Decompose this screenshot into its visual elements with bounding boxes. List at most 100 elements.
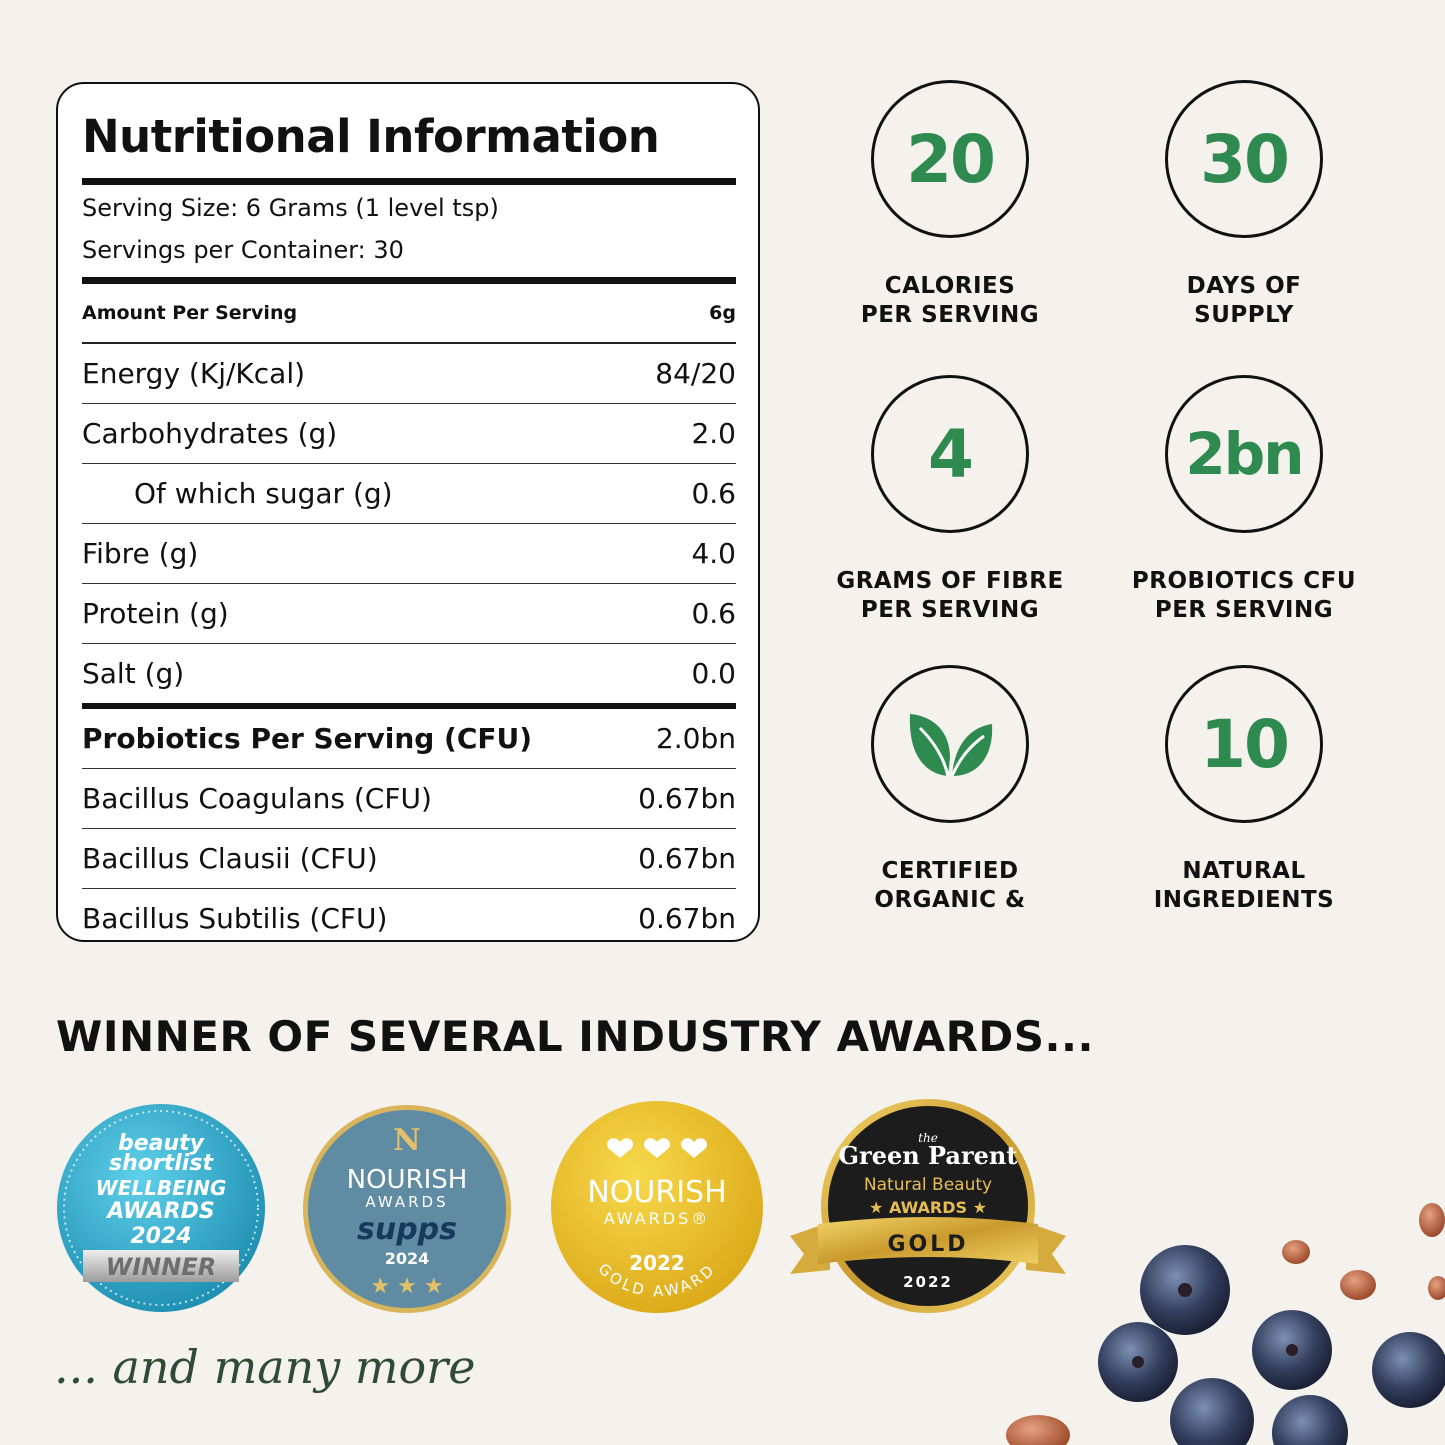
- stat-circle: 20: [871, 80, 1029, 238]
- badge-text: AWARDS: [365, 1193, 448, 1211]
- stat-label: NATURAL INGREDIENTS: [1104, 857, 1384, 915]
- nutrient-label: Of which sugar (g): [134, 477, 393, 510]
- stat-label-line: CERTIFIED: [881, 858, 1019, 884]
- probiotic-label: Bacillus Subtilis (CFU): [82, 902, 388, 935]
- stat-label-line: PER SERVING: [1154, 597, 1334, 623]
- stat-circle: 2bn: [1165, 375, 1323, 533]
- stat-label-line: CALORIES: [884, 273, 1016, 299]
- badge-text: supps: [357, 1212, 457, 1247]
- stat-label-line: NATURAL: [1182, 858, 1306, 884]
- stat-label: PROBIOTICS CFU PER SERVING: [1104, 567, 1384, 625]
- nutrition-row: Carbohydrates (g) 2.0: [82, 404, 736, 464]
- stat-label-line: SUPPLY: [1194, 302, 1294, 328]
- stat-probiotics: 2bn PROBIOTICS CFU PER SERVING: [1104, 375, 1384, 625]
- beauty-shortlist-badge: beauty shortlist WELLBEING AWARDS 2024 W…: [57, 1104, 265, 1312]
- stat-label-line: DAYS OF: [1186, 273, 1302, 299]
- nutrient-value: 0.6: [691, 597, 736, 630]
- badge-text: Green Parent: [839, 1141, 1018, 1170]
- stat-circle: 10: [1165, 665, 1323, 823]
- stat-number: 20: [906, 120, 996, 198]
- probiotics-row: Bacillus Clausii (CFU) 0.67bn: [82, 829, 736, 889]
- nourish-supps-badge: N NOURISH AWARDS supps 2024 ★ ★ ★: [303, 1105, 511, 1313]
- nutrient-label: Fibre (g): [82, 537, 199, 570]
- stat-label-line: PER SERVING: [860, 597, 1040, 623]
- green-parent-badge: the Green Parent Natural Beauty ★ AWARDS…: [790, 1099, 1066, 1313]
- badge-text: 2022: [903, 1273, 953, 1291]
- badge-text: beauty: [118, 1131, 206, 1156]
- stat-number: 10: [1200, 705, 1290, 783]
- stat-days: 30 DAYS OF SUPPLY: [1104, 80, 1384, 330]
- probiotics-row: Probiotics Per Serving (CFU) 2.0bn: [82, 709, 736, 769]
- stat-fibre: 4 GRAMS OF FIBRE PER SERVING: [810, 375, 1090, 625]
- stat-label: CALORIES PER SERVING: [810, 272, 1090, 330]
- stat-label-line: PER SERVING: [860, 302, 1040, 328]
- nutrition-row: Fibre (g) 4.0: [82, 524, 736, 584]
- badge-text: AWARDS: [105, 1199, 214, 1224]
- nutrition-panel: Nutritional Information Serving Size: 6 …: [56, 82, 760, 942]
- amount-header-value: 6g: [709, 302, 736, 324]
- badge-text: ★ ★ ★: [370, 1274, 443, 1299]
- stat-label: DAYS OF SUPPLY: [1104, 272, 1384, 330]
- nutrient-label: Carbohydrates (g): [82, 417, 338, 450]
- stat-ingredients: 10 NATURAL INGREDIENTS: [1104, 665, 1384, 915]
- badge-text: WELLBEING: [96, 1176, 227, 1200]
- and-many-more: ... and many more: [54, 1340, 476, 1394]
- nutrient-value: 84/20: [655, 357, 736, 390]
- nutrient-label: Energy (Kj/Kcal): [82, 357, 306, 390]
- nutrition-row: Salt (g) 0.0: [82, 644, 736, 709]
- stat-organic: CERTIFIED ORGANIC &: [810, 665, 1090, 915]
- badge-text: NOURISH: [347, 1165, 468, 1195]
- badge-text: 2024: [130, 1224, 191, 1249]
- nutrient-label: Protein (g): [82, 597, 229, 630]
- stat-label-line: PROBIOTICS CFU: [1131, 568, 1357, 594]
- stat-circle: 30: [1165, 80, 1323, 238]
- probiotic-label: Bacillus Coagulans (CFU): [82, 782, 432, 815]
- badge-text: GOLD: [887, 1232, 968, 1257]
- stat-number: 30: [1200, 120, 1290, 198]
- divider: [82, 277, 736, 284]
- badge-text: NOURISH: [587, 1175, 726, 1210]
- stat-label-line: INGREDIENTS: [1153, 887, 1335, 913]
- badge-text: AWARDS®: [604, 1209, 711, 1228]
- badge-text: 2024: [385, 1249, 430, 1268]
- stat-circle: [871, 665, 1029, 823]
- nutrient-value: 0.6: [691, 477, 736, 510]
- probiotic-label: Probiotics Per Serving (CFU): [82, 722, 533, 755]
- probiotic-value: 2.0bn: [655, 722, 736, 755]
- probiotics-row: Bacillus Subtilis (CFU) 0.67bn: [82, 889, 736, 948]
- amount-header-row: Amount Per Serving 6g: [82, 284, 736, 344]
- badge-text: ★ AWARDS ★: [869, 1198, 987, 1217]
- stat-label-line: ORGANIC &: [874, 887, 1026, 913]
- probiotic-value: 0.67bn: [638, 842, 736, 875]
- probiotic-value: 0.67bn: [638, 782, 736, 815]
- stat-label: GRAMS OF FIBRE PER SERVING: [810, 567, 1090, 625]
- probiotic-value: 0.67bn: [638, 902, 736, 935]
- badge-text: N: [393, 1123, 420, 1158]
- stat-label: CERTIFIED ORGANIC &: [810, 857, 1090, 915]
- amount-header-label: Amount Per Serving: [82, 302, 298, 324]
- servings-per-container: Servings per Container: 30: [82, 236, 404, 264]
- badge-text: the: [918, 1131, 938, 1145]
- nutrition-row: Of which sugar (g) 0.6: [82, 464, 736, 524]
- stat-circle: 4: [871, 375, 1029, 533]
- nutrient-value: 0.0: [691, 657, 736, 690]
- probiotics-row: Bacillus Coagulans (CFU) 0.67bn: [82, 769, 736, 829]
- divider: [82, 178, 736, 185]
- stat-calories: 20 CALORIES PER SERVING: [810, 80, 1090, 330]
- hearts-icon: [607, 1138, 707, 1158]
- badge-text: shortlist: [109, 1151, 214, 1176]
- blueberries-image: [1006, 1203, 1445, 1445]
- nourish-gold-badge: NOURISH AWARDS® 2022 GOLD AWARD: [551, 1101, 763, 1313]
- stat-number: 2bn: [1185, 420, 1304, 488]
- badge-text: WINNER: [106, 1253, 216, 1281]
- leaf-icon: [909, 714, 993, 777]
- badge-text: Natural Beauty: [864, 1175, 992, 1195]
- nutrition-row: Protein (g) 0.6: [82, 584, 736, 644]
- nutrient-value: 2.0: [691, 417, 736, 450]
- stat-label-line: GRAMS OF FIBRE: [836, 568, 1064, 594]
- probiotic-label: Bacillus Clausii (CFU): [82, 842, 378, 875]
- nutrient-label: Salt (g): [82, 657, 185, 690]
- stat-number: 4: [928, 415, 974, 493]
- nutrition-row: Energy (Kj/Kcal) 84/20: [82, 344, 736, 404]
- nutrient-value: 4.0: [691, 537, 736, 570]
